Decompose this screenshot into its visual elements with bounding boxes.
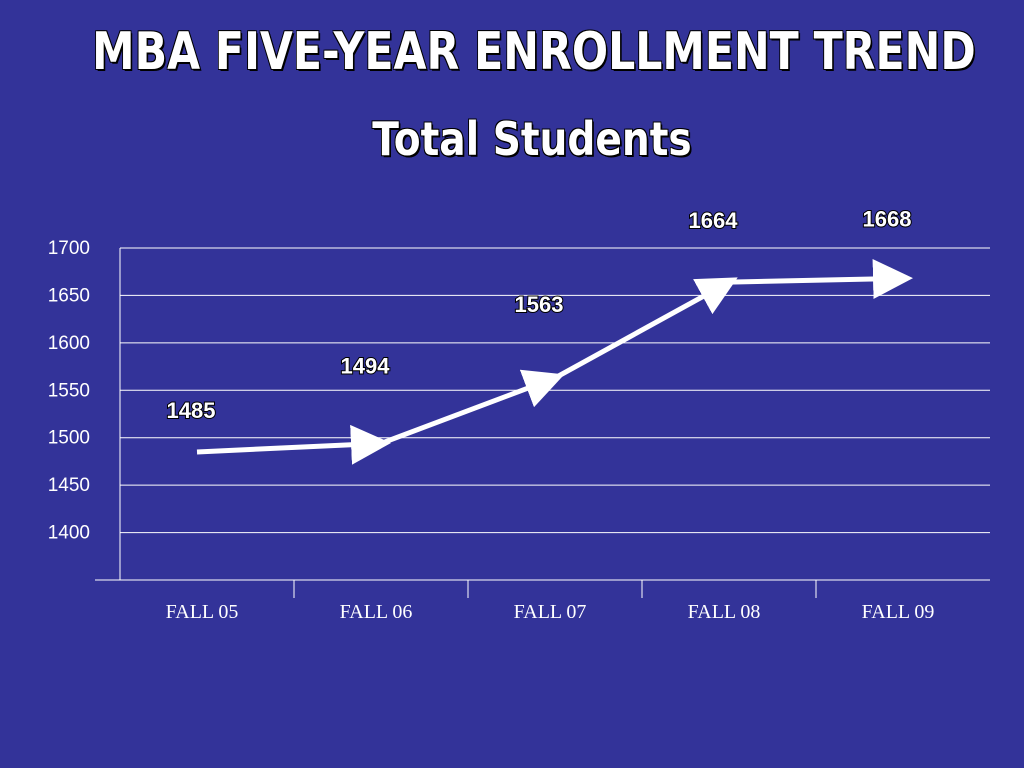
data-label-1494: 1494 [341,353,391,378]
y-tick-1650: 1650 [48,285,90,306]
y-tick-1600: 1600 [48,333,90,354]
y-tick-1550: 1550 [48,380,90,401]
data-label-1563: 1563 [515,292,564,317]
x-tick-labels: FALL 05 FALL 06 FALL 07 FALL 08 FALL 09 [166,601,935,623]
x-tick-fall-07: FALL 07 [514,601,587,623]
y-tick-1450: 1450 [48,475,90,496]
x-tick-fall-08: FALL 08 [688,601,761,623]
y-tick-1500: 1500 [48,428,90,449]
grid-lines [120,247,990,534]
data-label-1668: 1668 [863,206,912,231]
x-tick-fall-06: FALL 06 [340,601,413,623]
chart-title: MBA FIVE-YEAR ENROLLMENT TREND [92,22,976,82]
x-tick-fall-05: FALL 05 [166,601,239,623]
series-segment-1 [196,424,391,465]
data-labels: 1485 1494 1563 1664 1668 [166,205,913,424]
series-segment-2 [380,369,565,446]
data-label-1485: 1485 [167,398,216,423]
series-segment-3 [553,277,738,381]
y-tick-labels: 1400 1450 1500 1550 1600 1650 1700 [48,238,90,544]
x-tick-fall-09: FALL 09 [862,601,935,623]
axes [95,248,990,598]
y-tick-1700: 1700 [48,238,90,259]
chart-subtitle: Total Students [372,112,692,166]
series-segment-4 [728,259,913,300]
series-line [196,259,913,465]
data-label-1664: 1664 [689,208,739,233]
y-tick-1400: 1400 [48,523,90,544]
